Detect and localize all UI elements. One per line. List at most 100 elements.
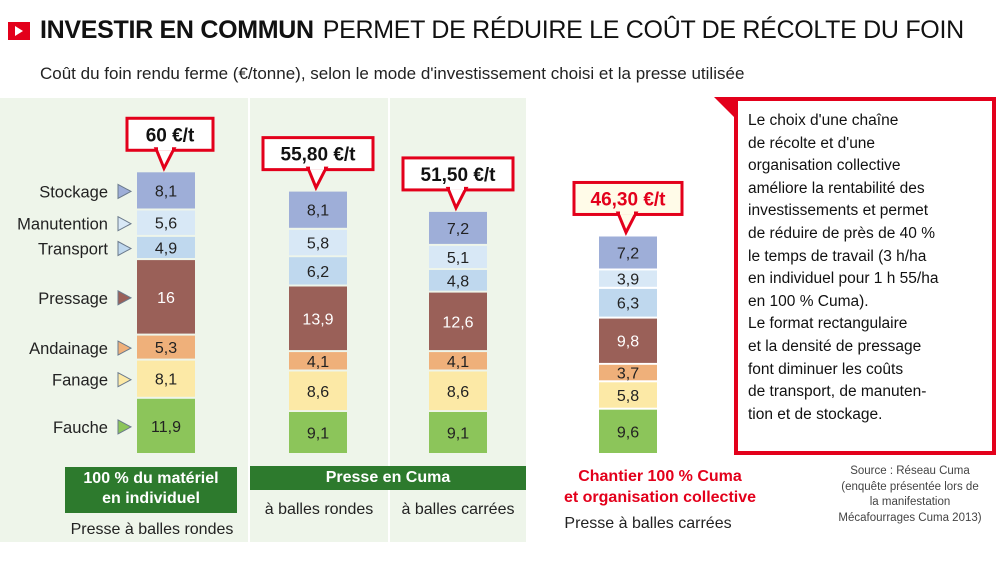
category-arrow-icon	[117, 289, 133, 306]
data-label: 8,1	[155, 372, 177, 389]
category-label-stockage: Stockage	[39, 183, 108, 201]
total-callout-joint	[310, 165, 324, 170]
total-label: 46,30 €/t	[591, 189, 667, 210]
panel-divider	[388, 98, 390, 542]
bar-segment-transport	[137, 236, 195, 258]
data-label: 8,1	[307, 203, 329, 220]
total-callout-box	[401, 156, 515, 192]
category-label-manutention: Manutention	[17, 216, 108, 234]
group-label-individual: 100 % du matériel en individuel	[65, 467, 237, 513]
category-arrow-icon	[117, 240, 133, 257]
group-label-full-cuma-line2: et organisation collective	[563, 489, 757, 506]
note-line: de récolte et d'une	[748, 134, 876, 152]
data-label: 5,8	[307, 236, 329, 253]
bar-segment-stockage	[429, 211, 487, 244]
bar-segment-manutention	[429, 245, 487, 268]
category-label-andainage: Andainage	[29, 340, 108, 358]
bar-segment-fanage	[599, 382, 657, 408]
total-callout	[572, 180, 684, 237]
play-arrow-icon	[8, 21, 30, 40]
press-type-individual: Presse à balles rondes	[70, 521, 234, 538]
chart-title: INVESTIR EN COMMUN PERMET DE RÉDUIRE LE …	[8, 16, 964, 45]
total-label: 60 €/t	[146, 125, 195, 146]
bar-segment-fauche	[429, 412, 487, 453]
panel-divider	[248, 98, 250, 542]
bar-segment-fanage	[289, 371, 347, 411]
note-line: en 100 % Cuma).	[748, 292, 869, 310]
group-label-full-cuma-line1: Chantier 100 % Cuma	[578, 468, 742, 485]
category-arrow-icon	[117, 419, 133, 435]
bar-segment-transport	[429, 270, 487, 291]
bar-segment-stockage	[599, 236, 657, 269]
data-label: 4,1	[447, 354, 469, 371]
chart-subtitle: Coût du foin rendu ferme (€/tonne), selo…	[40, 64, 745, 83]
total-label: 55,80 €/t	[281, 145, 357, 166]
data-label: 8,6	[447, 384, 469, 401]
total-label: 51,50 €/t	[421, 165, 497, 186]
data-label: 11,9	[151, 419, 181, 436]
bar-segment-stockage	[289, 191, 347, 228]
note-text: Le choix d'une chaîne de récolte et d'un…	[748, 110, 992, 426]
total-callout	[401, 156, 515, 212]
total-callout-box	[572, 180, 684, 216]
bar-segment-pressage	[289, 286, 347, 351]
total-callout-tail	[615, 211, 639, 237]
data-label: 5,1	[447, 250, 469, 267]
note-line: de transport, de manuten-	[748, 383, 927, 401]
data-label: 5,8	[617, 388, 639, 405]
data-label: 8,6	[307, 384, 329, 401]
bar-segment-manutention	[137, 210, 195, 235]
category-arrow-icon	[117, 340, 133, 356]
note-line: Le choix d'une chaîne	[748, 112, 899, 129]
bar-segment-fauche	[289, 412, 347, 453]
bar-segment-transport	[289, 257, 347, 285]
total-callout-joint	[158, 146, 172, 151]
data-label: 6,3	[617, 296, 639, 313]
data-label: 9,1	[447, 426, 469, 443]
category-label-fanage: Fanage	[52, 372, 108, 390]
note-line: font diminuer les coûts	[748, 360, 904, 378]
bar-segment-pressage	[429, 292, 487, 351]
source-note: Source : Réseau Cuma (enquête présentée …	[820, 464, 1000, 526]
note-line: Le format rectangulaire	[748, 315, 908, 333]
source-line: Source : Réseau Cuma	[850, 465, 970, 477]
total-callout-tail	[445, 186, 469, 212]
group-label-cuma: Presse en Cuma	[250, 466, 526, 490]
panel-divider	[526, 98, 528, 542]
total-callout-joint	[620, 210, 634, 215]
note-line: en individuel pour 1 h 55/ha	[748, 270, 939, 288]
bar-segment-fanage	[137, 360, 195, 397]
data-label: 8,1	[155, 183, 177, 200]
bar-segment-andainage	[599, 364, 657, 381]
group-label-individual-line1: 100 % du matériel	[83, 470, 219, 487]
category-arrow-icon	[117, 215, 133, 232]
note-line: investissements et permet	[748, 202, 929, 220]
bar-segment-fauche	[137, 398, 195, 453]
bar-segment-andainage	[429, 352, 487, 370]
source-line: la manifestation	[869, 496, 951, 508]
bar-segment-pressage	[599, 318, 657, 363]
data-label: 5,6	[155, 216, 177, 233]
data-label: 9,8	[617, 334, 639, 351]
data-label: 9,6	[617, 424, 639, 441]
data-label: 3,9	[617, 272, 639, 289]
data-label: 3,7	[617, 366, 639, 383]
total-callout-tail	[153, 147, 177, 172]
category-label-fauche: Fauche	[53, 419, 108, 437]
press-type-full-cuma: Presse à balles carrées	[564, 515, 732, 532]
data-label: 12,6	[442, 314, 473, 331]
data-label: 7,2	[617, 246, 639, 263]
total-callout-box	[125, 116, 215, 152]
note-line: le temps de travail (3 h/ha	[748, 247, 927, 265]
data-label: 5,3	[155, 340, 177, 357]
bar-segment-andainage	[289, 352, 347, 370]
data-label: 7,2	[447, 221, 469, 238]
bar-segment-andainage	[137, 335, 195, 359]
note-line: organisation collective	[748, 157, 901, 175]
note-line: et la densité de pressage	[748, 337, 922, 355]
press-type-cuma-round: à balles rondes	[264, 501, 374, 518]
note-line: tion et de stockage.	[748, 405, 883, 423]
data-label: 4,8	[447, 273, 469, 290]
total-callout	[261, 136, 375, 192]
note-line: de réduire de près de 40 %	[748, 224, 935, 242]
